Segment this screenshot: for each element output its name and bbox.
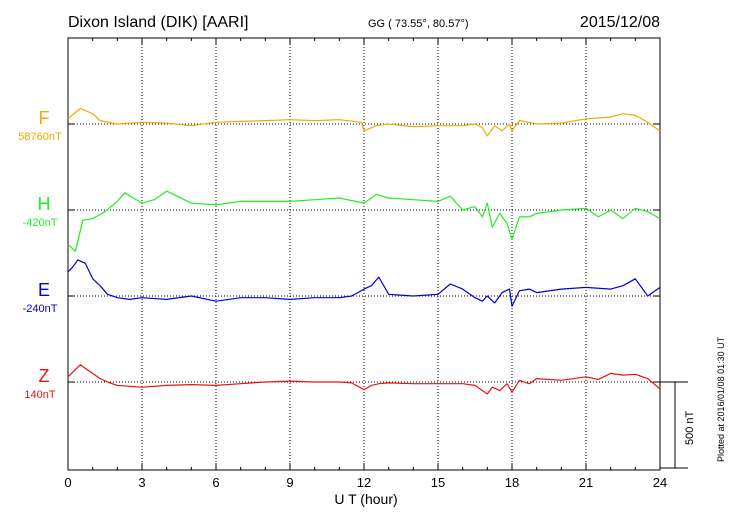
series-baseline-h: -420nT — [23, 217, 58, 229]
x-tick-label: 3 — [138, 475, 145, 490]
axes-layer: 0 3 6 9 12 15 18 21 24 — [64, 37, 688, 490]
station-title: Dixon Island (DIK) [AARI] — [68, 14, 249, 31]
plot-date: 2015/12/08 — [580, 14, 660, 31]
x-tick-label: 12 — [357, 475, 371, 490]
plotted-at-note: Plotted at 2016/01/08 01:30 UT — [716, 336, 726, 462]
series-baseline-f: 58760nT — [18, 131, 62, 143]
scale-bar-label: 500 nT — [684, 410, 696, 445]
series-line-f — [67, 107, 661, 137]
x-tick-label: 15 — [431, 475, 445, 490]
x-tick-label: 24 — [653, 475, 667, 490]
series-name-h: H — [38, 194, 51, 214]
series-line-z — [67, 364, 661, 395]
series-line-e — [67, 259, 661, 307]
series-name-f: F — [39, 108, 50, 128]
series-line-h — [67, 190, 661, 252]
series-baseline-e: -240nT — [23, 303, 58, 315]
x-tick-label: 9 — [286, 475, 293, 490]
series-name-z: Z — [39, 366, 50, 386]
series-name-e: E — [38, 280, 50, 300]
labels-layer: F 58760nT H -420nT E -240nT Z 140nT 500 nT — [18, 108, 696, 445]
x-tick-label: 6 — [212, 475, 219, 490]
x-tick-label: 18 — [505, 475, 519, 490]
series-layer — [67, 107, 661, 395]
x-axis-label: U T (hour) — [334, 491, 397, 507]
x-tick-label: 0 — [64, 475, 71, 490]
x-tick-label: 21 — [579, 475, 593, 490]
series-baseline-z: 140nT — [24, 389, 55, 401]
grid-layer — [68, 38, 660, 470]
geographic-coordinates: GG ( 73.55°, 80.57°) — [368, 18, 469, 30]
